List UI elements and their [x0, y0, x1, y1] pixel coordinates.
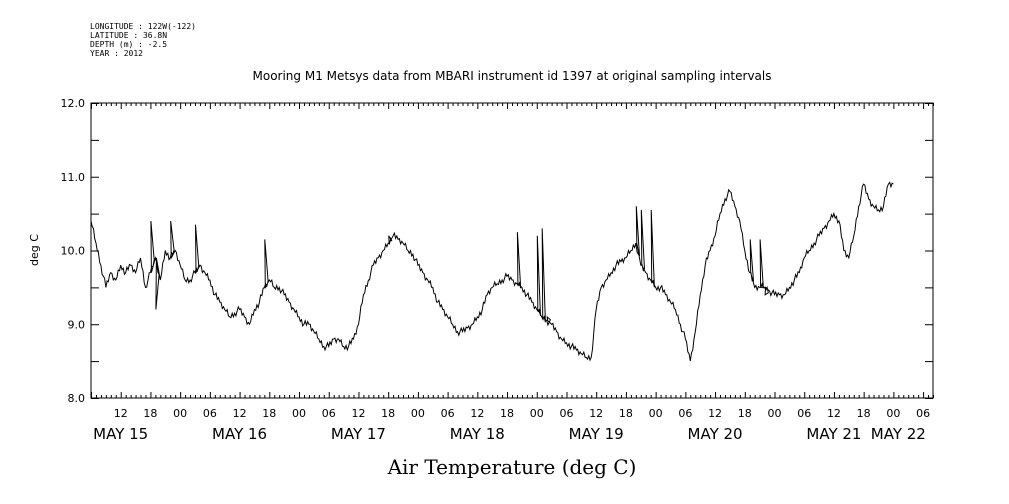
x-tick-label: 18 [262, 407, 276, 420]
day-label: MAY 20 [688, 425, 743, 443]
x-tick-label: 00 [649, 407, 663, 420]
day-label: MAY 19 [569, 425, 624, 443]
day-label: MAY 18 [450, 425, 505, 443]
x-axis-label: Air Temperature (deg C) [387, 455, 637, 479]
x-tick-label: 00 [886, 407, 900, 420]
x-tick-label: 18 [619, 407, 633, 420]
day-label: MAY 16 [212, 425, 267, 443]
x-tick-label: 06 [203, 407, 217, 420]
x-tick-label: 12 [827, 407, 841, 420]
x-tick-label: 18 [500, 407, 514, 420]
y-tick-label: 9.0 [68, 318, 86, 331]
y-tick-label: 11.0 [61, 171, 86, 184]
y-tick-label: 10.0 [61, 245, 86, 258]
x-tick-label: 12 [589, 407, 603, 420]
x-tick-label: 06 [916, 407, 930, 420]
x-tick-label: 00 [292, 407, 306, 420]
series-line [90, 181, 894, 362]
x-tick-label: 06 [678, 407, 692, 420]
x-tick-label: 06 [441, 407, 455, 420]
x-tick-label: 18 [857, 407, 871, 420]
y-tick-label: 8.0 [68, 392, 86, 405]
chart-title: Mooring M1 Metsys data from MBARI instru… [253, 69, 772, 83]
day-label: MAY 22 [871, 425, 926, 443]
x-tick-labels: 12 18 00 06 12 18 00 06 12 18 00 06 12 18 00 06 12 18 00 06… [114, 407, 930, 420]
x-tick-label: 18 [738, 407, 752, 420]
x-tick-label: 06 [797, 407, 811, 420]
chart-ticks [91, 103, 934, 399]
x-tick-label: 00 [530, 407, 544, 420]
x-tick-label: 12 [708, 407, 722, 420]
metadata-block: LONGITUDE : 122W(-122) LATITUDE : 36.8N … [90, 22, 196, 58]
x-tick-label: 00 [411, 407, 425, 420]
x-tick-label: 18 [381, 407, 395, 420]
x-tick-label: 12 [233, 407, 247, 420]
y-tick-label: 12.0 [61, 97, 86, 110]
day-label: MAY 17 [331, 425, 386, 443]
x-tick-label: 12 [114, 407, 128, 420]
x-tick-label: 06 [559, 407, 573, 420]
x-tick-label: 06 [322, 407, 336, 420]
year-text: YEAR : 2012 [90, 49, 143, 58]
y-tick-labels: 8.0 9.0 10.0 11.0 12.0 [61, 97, 86, 405]
x-tick-label: 18 [143, 407, 157, 420]
x-tick-label: 00 [173, 407, 187, 420]
y-axis-label: deg C [28, 234, 41, 266]
x-tick-label: 12 [470, 407, 484, 420]
longitude-text: LONGITUDE : 122W(-122) [90, 22, 196, 31]
day-label: MAY 15 [93, 425, 148, 443]
depth-text: DEPTH (m) : -2.5 [90, 40, 168, 49]
x-tick-label: 00 [768, 407, 782, 420]
latitude-text: LATITUDE : 36.8N [90, 31, 168, 40]
day-label: MAY 21 [806, 425, 861, 443]
day-labels: MAY 15 MAY 16 MAY 17 MAY 18 MAY 19 MAY 20 MAY … [93, 425, 926, 443]
x-tick-label: 12 [351, 407, 365, 420]
